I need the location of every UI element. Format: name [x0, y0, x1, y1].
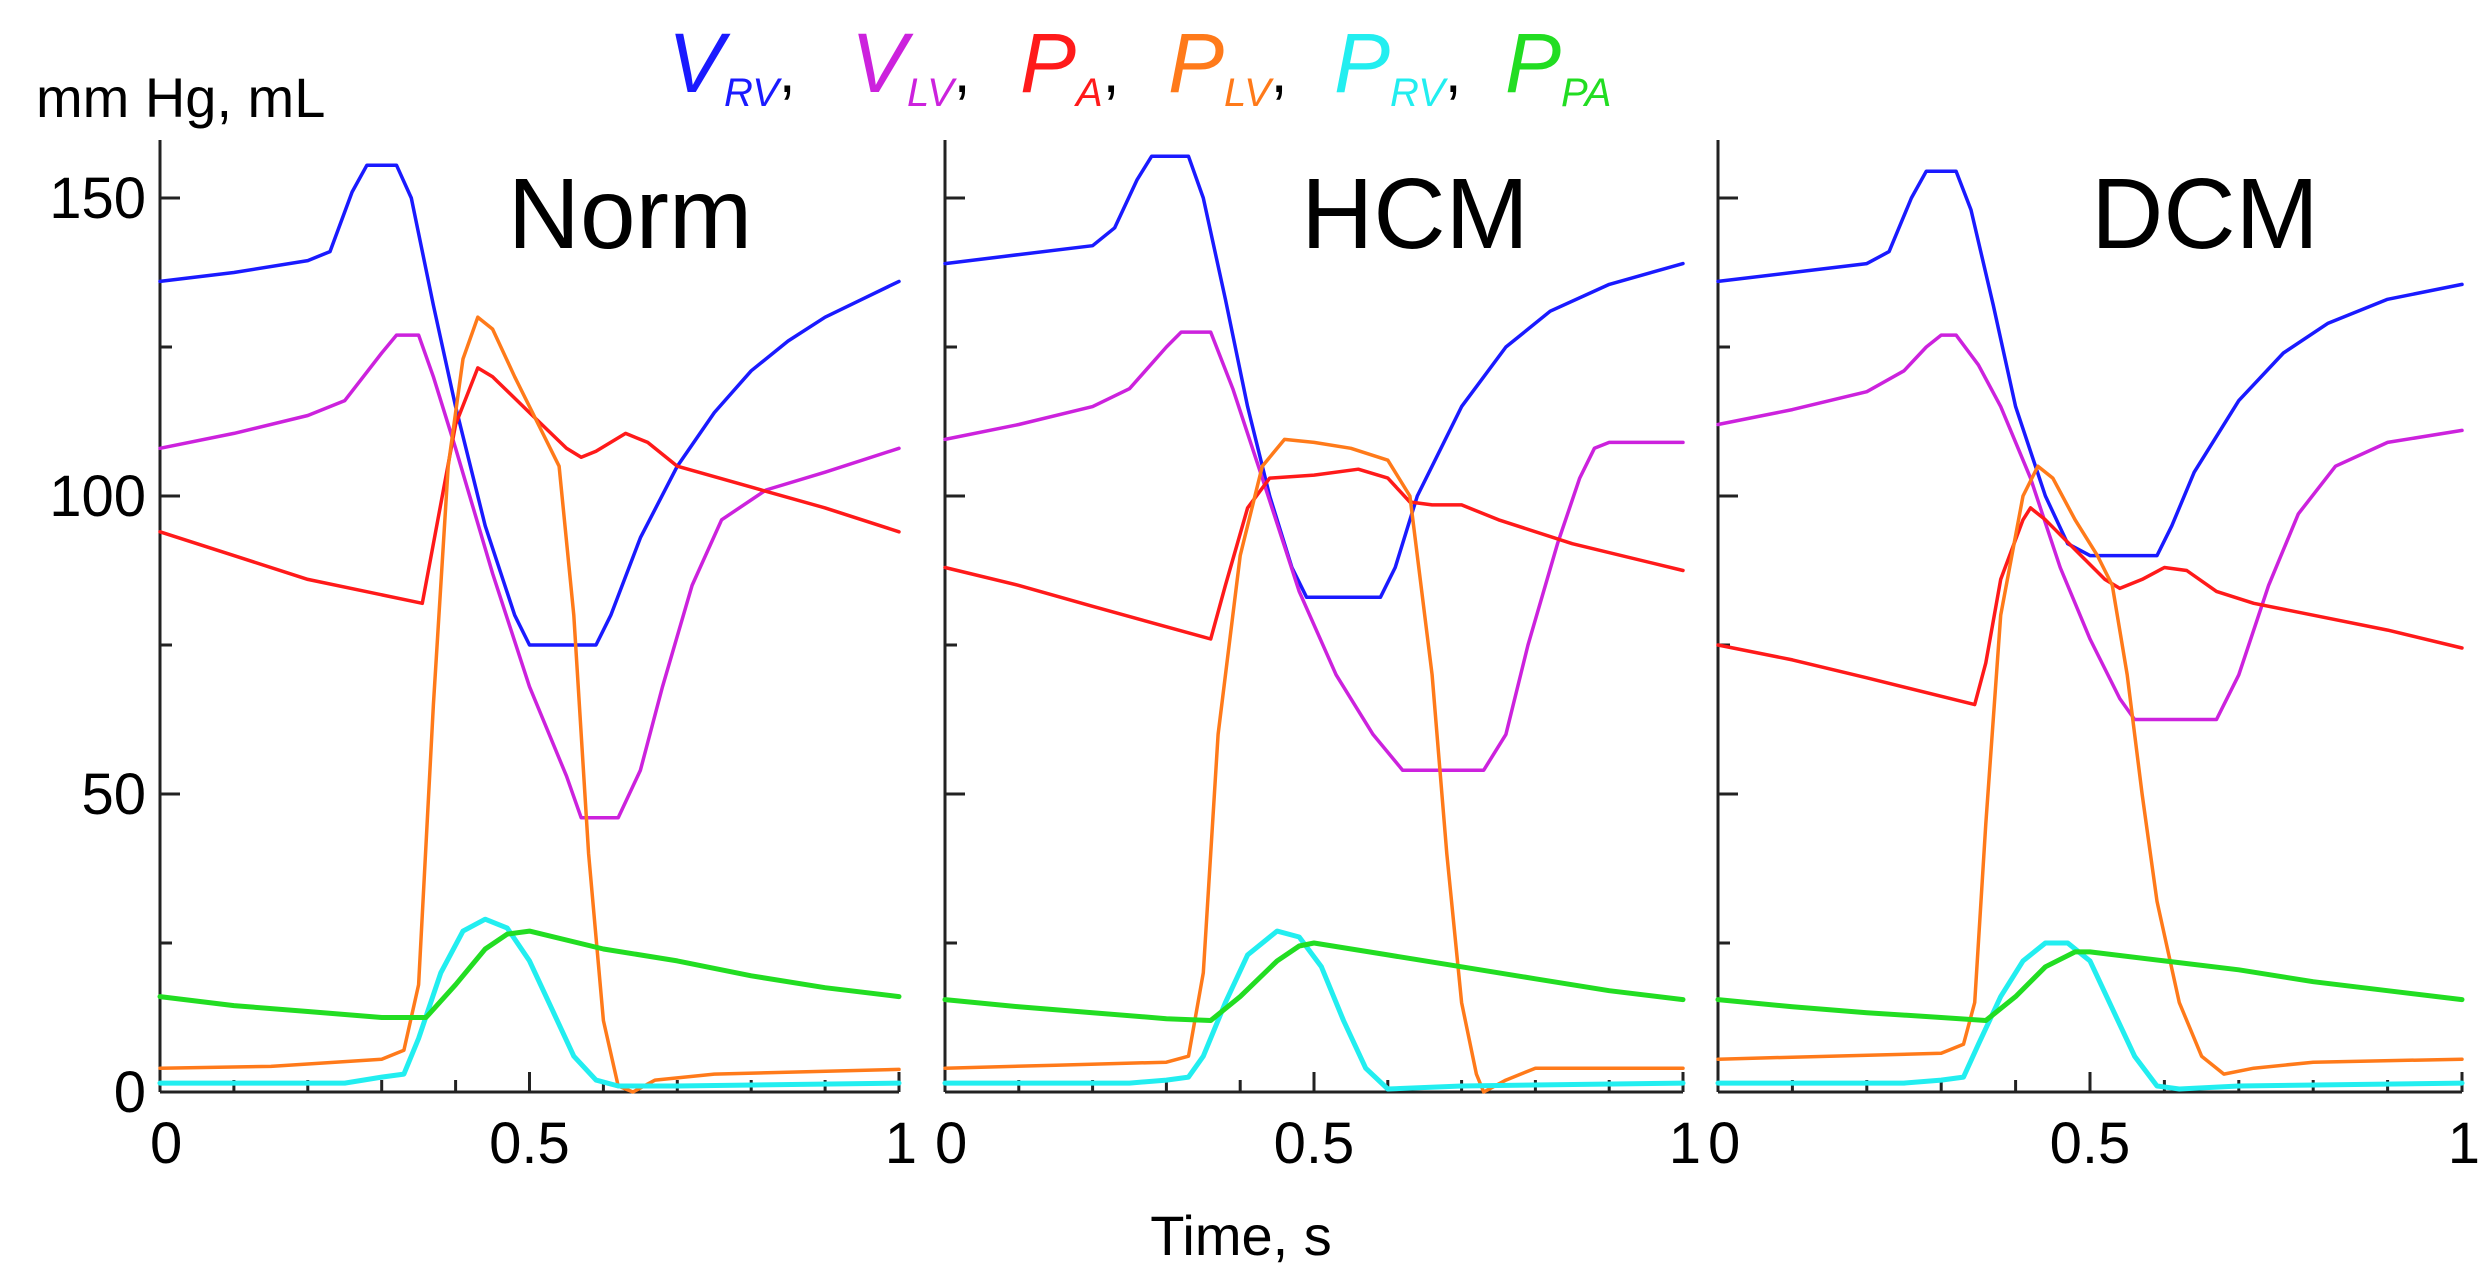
x-tick-label: 1 [885, 1111, 917, 1176]
x-tick-label: 0.5 [1274, 1111, 1355, 1176]
x-tick-label: 0 [935, 1111, 967, 1176]
panel-dcm: 0 0.5 1 DCM [1708, 140, 2480, 1176]
chart-panels: 0 50 100 150 0 0.5 1 Norm 0 0.5 1 HCM 0 0.5 1 DCM [49, 140, 2480, 1176]
x-tick-label: 0.5 [2050, 1111, 2131, 1176]
series-p-pa-hcm [942, 940, 1686, 1023]
y-unit-label: mm Hg, mL [36, 66, 325, 129]
x-tick-label: 0 [150, 1111, 182, 1176]
series-p-rv-norm [157, 916, 902, 1089]
series-v-lv-dcm [1716, 333, 2464, 722]
series-v-rv-dcm [1716, 169, 2464, 558]
panel-norm: 0 50 100 150 0 0.5 1 Norm [49, 140, 917, 1176]
y-tick-label: 0 [114, 1060, 146, 1125]
series-p-pa-norm [157, 928, 902, 1020]
y-tick-label: 150 [49, 166, 146, 231]
legend-item-pa: PA, [1020, 16, 1119, 115]
x-axis-label: Time, s [1150, 1204, 1331, 1267]
series-p-a-hcm [943, 467, 1685, 641]
legend: VRV, VLV, PA, PLV, PRV, PPA [668, 16, 1611, 115]
y-tick-label: 100 [49, 464, 146, 529]
series-v-rv-norm [158, 163, 901, 647]
legend-item-plv: PLV, [1168, 16, 1287, 115]
series-p-lv-hcm [943, 437, 1685, 1094]
legend-item-prv: PRV, [1334, 16, 1462, 115]
x-tick-label: 1 [2448, 1111, 2480, 1176]
series-p-a-dcm [1716, 506, 2464, 707]
panel-title-dcm: DCM [2091, 158, 2319, 270]
panel-hcm: 0 0.5 1 HCM [935, 140, 1701, 1176]
x-tick-label: 0.5 [489, 1111, 570, 1176]
series-p-a-norm [158, 366, 901, 606]
series-p-lv-dcm [1716, 464, 2464, 1076]
panel-title-hcm: HCM [1301, 158, 1529, 270]
series-v-lv-hcm [943, 330, 1685, 772]
x-tick-label: 0 [1708, 1111, 1740, 1176]
legend-item-ppa: PPA [1505, 16, 1611, 115]
series-p-lv-norm [158, 315, 901, 1094]
series-p-pa-dcm [1715, 949, 2465, 1023]
y-tick-label: 50 [81, 762, 146, 827]
legend-item-vrv: VRV, [668, 16, 796, 115]
series-v-lv-norm [158, 333, 901, 820]
legend-item-vlv: VLV, [851, 16, 970, 115]
series-p-rv-hcm [942, 928, 1686, 1092]
series-p-rv-dcm [1715, 940, 2465, 1092]
x-tick-label: 1 [1669, 1111, 1701, 1176]
panel-title-norm: Norm [508, 158, 752, 270]
